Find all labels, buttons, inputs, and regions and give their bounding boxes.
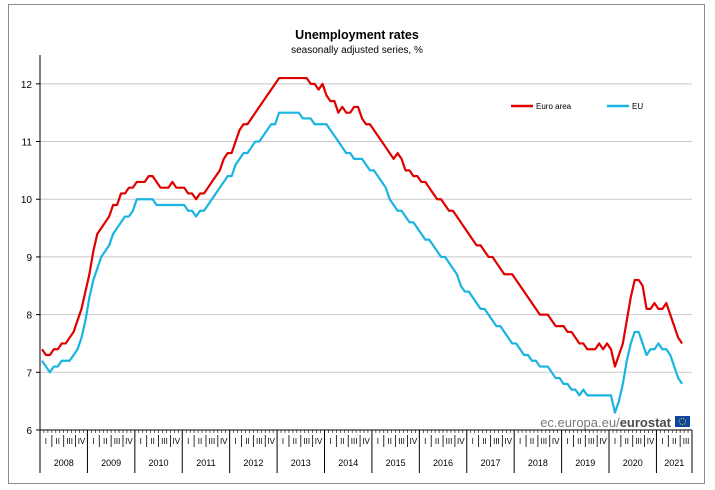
chart-svg: Unemployment rates seasonally adjusted s… <box>21 28 693 473</box>
quarter-label: IV <box>173 437 181 446</box>
quarter-label: I <box>614 437 616 446</box>
quarter-label: IV <box>315 437 323 446</box>
quarter-label: I <box>472 437 474 446</box>
quarter-label: III <box>683 437 690 446</box>
quarter-label: II <box>103 437 107 446</box>
series-lines <box>41 76 684 414</box>
chart-title: Unemployment rates <box>295 28 419 42</box>
quarter-label: II <box>672 437 676 446</box>
year-label: 2008 <box>54 458 74 468</box>
quarter-label: II <box>577 437 581 446</box>
y-tick-label: 8 <box>26 311 32 322</box>
year-label: 2009 <box>101 458 121 468</box>
quarter-label: IV <box>552 437 560 446</box>
chart-frame: Unemployment rates seasonally adjusted s… <box>8 4 705 484</box>
quarter-label: I <box>661 437 663 446</box>
year-label: 2020 <box>623 458 643 468</box>
y-tick-label: 11 <box>22 138 33 149</box>
year-label: 2021 <box>664 458 684 468</box>
quarter-label: III <box>114 437 121 446</box>
quarter-label: III <box>66 437 73 446</box>
quarter-label: II <box>435 437 439 446</box>
watermark-brand: eurostat <box>620 415 672 430</box>
y-axis: 6 7 8 9 10 11 12 <box>21 55 41 437</box>
year-label: 2019 <box>575 458 595 468</box>
quarter-label: II <box>198 437 202 446</box>
quarter-label: III <box>635 437 642 446</box>
quarter-label: III <box>209 437 216 446</box>
eu-flag-stars-icon <box>678 417 687 426</box>
year-label: 2014 <box>338 458 358 468</box>
quarter-label: I <box>519 437 521 446</box>
quarter-label: I <box>234 437 236 446</box>
year-label: 2017 <box>480 458 500 468</box>
year-label: 2016 <box>433 458 453 468</box>
quarter-label: III <box>351 437 358 446</box>
year-label: 2012 <box>243 458 263 468</box>
legend-label-euro-area: Euro area <box>536 102 572 111</box>
quarter-label: I <box>187 437 189 446</box>
y-tick-label: 6 <box>26 426 32 437</box>
quarter-label: II <box>340 437 344 446</box>
quarter-label: III <box>588 437 595 446</box>
quarter-label: I <box>377 437 379 446</box>
quarter-label: I <box>424 437 426 446</box>
quarter-label: I <box>45 437 47 446</box>
eurostat-watermark: ec.europa.eu/eurostat <box>540 415 690 430</box>
year-label: 2015 <box>386 458 406 468</box>
quarter-label: I <box>329 437 331 446</box>
quarter-label: IV <box>504 437 512 446</box>
quarter-label: II <box>530 437 534 446</box>
quarter-label: IV <box>220 437 228 446</box>
quarter-label: IV <box>647 437 655 446</box>
year-label: 2013 <box>291 458 311 468</box>
watermark-prefix: ec.europa.eu/ <box>540 415 620 430</box>
quarter-label: I <box>282 437 284 446</box>
legend: Euro area EU <box>511 102 643 111</box>
quarter-label: II <box>56 437 60 446</box>
series-line-euro-area <box>41 76 684 368</box>
y-tick-label: 9 <box>26 253 32 264</box>
quarter-label: IV <box>410 437 418 446</box>
year-label: 2010 <box>149 458 169 468</box>
watermark-text: ec.europa.eu/eurostat <box>540 415 671 430</box>
quarter-label: IV <box>362 437 370 446</box>
quarter-label: IV <box>457 437 465 446</box>
quarter-label: IV <box>267 437 275 446</box>
y-tick-label: 7 <box>26 368 32 379</box>
quarter-label: II <box>387 437 391 446</box>
quarter-label: III <box>446 437 453 446</box>
quarter-label: IV <box>78 437 86 446</box>
quarter-label: III <box>161 437 168 446</box>
legend-label-eu: EU <box>632 102 643 111</box>
quarter-label: II <box>625 437 629 446</box>
grid-lines <box>40 83 692 373</box>
quarter-label: I <box>92 437 94 446</box>
y-tick-label: 12 <box>21 80 33 91</box>
eu-flag-icon <box>675 416 690 427</box>
quarter-label: III <box>256 437 263 446</box>
quarter-label: I <box>566 437 568 446</box>
quarter-label: II <box>245 437 249 446</box>
quarter-label: I <box>140 437 142 446</box>
year-label: 2018 <box>528 458 548 468</box>
y-tick-label: 10 <box>21 195 33 206</box>
quarter-label: III <box>493 437 500 446</box>
quarter-label: IV <box>599 437 607 446</box>
quarter-label: II <box>150 437 154 446</box>
quarter-label: III <box>303 437 310 446</box>
quarter-label: III <box>398 437 405 446</box>
quarter-label: III <box>540 437 547 446</box>
quarter-label: II <box>293 437 297 446</box>
quarter-label: II <box>482 437 486 446</box>
quarter-label: IV <box>125 437 133 446</box>
chart-subtitle: seasonally adjusted series, % <box>291 45 423 56</box>
series-line-eu <box>41 111 684 414</box>
year-label: 2011 <box>196 458 215 468</box>
